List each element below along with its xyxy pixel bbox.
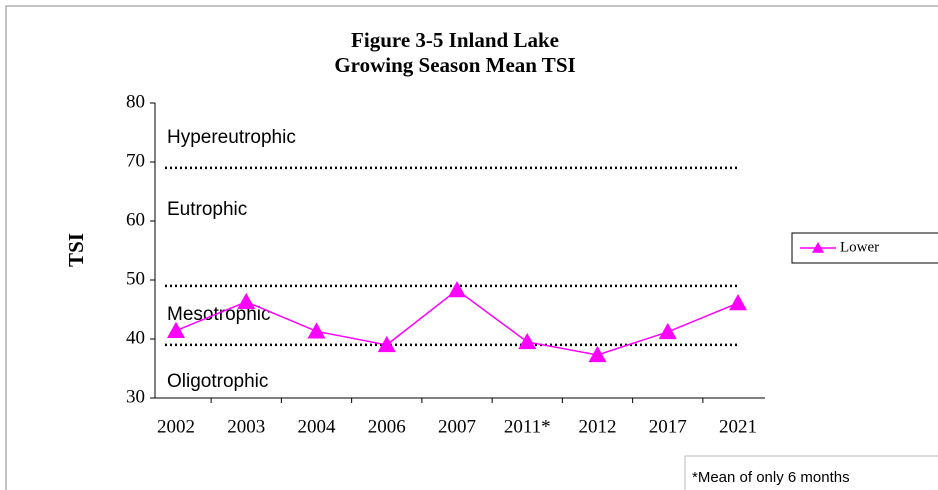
data-point [729, 294, 747, 311]
data-point [658, 322, 677, 340]
data-point [307, 322, 326, 339]
zone-label: Hypereutrophic [167, 127, 296, 148]
data-point [448, 281, 466, 298]
zone-label: Mesotrophic [167, 304, 271, 325]
x-tick-label: 2017 [649, 416, 687, 437]
x-tick-label: 2021 [719, 416, 757, 437]
x-tick-label: 2003 [227, 416, 265, 437]
y-tick-label: 80 [126, 91, 145, 112]
chart-title: Figure 3-5 Inland Lake [351, 28, 559, 52]
x-tick-label: 2011* [504, 416, 551, 437]
y-tick-label: 70 [126, 150, 145, 171]
data-point [377, 335, 396, 353]
x-tick-label: 2006 [368, 416, 406, 437]
x-tick-label: 2002 [157, 416, 195, 437]
y-tick-label: 40 [126, 327, 145, 348]
x-tick-label: 2004 [298, 416, 337, 437]
zone-label: Oligotrophic [167, 371, 268, 392]
data-point [588, 345, 607, 363]
x-tick-label: 2007 [438, 416, 476, 437]
footnote: *Mean of only 6 months [692, 469, 850, 486]
y-tick-label: 50 [126, 268, 145, 289]
data-point [518, 332, 537, 350]
chart-title: Growing Season Mean TSI [334, 53, 575, 77]
y-tick-label: 30 [126, 386, 145, 407]
legend-label: Lower [840, 239, 879, 255]
y-tick-label: 60 [126, 209, 145, 230]
data-point [237, 292, 256, 310]
data-point [167, 321, 185, 338]
x-tick-label: 2012 [579, 416, 617, 437]
chart-frame [5, 5, 938, 490]
footnote-box [684, 455, 938, 490]
legend-marker [812, 242, 824, 253]
y-axis-label: TSI [64, 233, 88, 267]
zone-label: Eutrophic [167, 199, 247, 220]
